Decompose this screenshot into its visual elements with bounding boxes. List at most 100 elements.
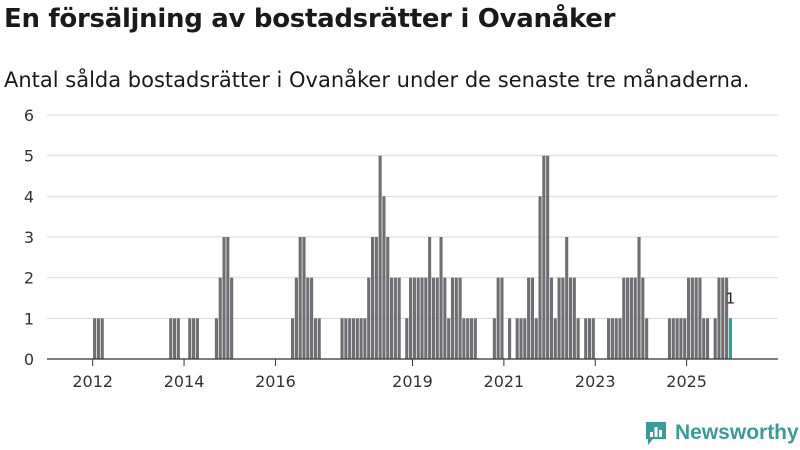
bar: [466, 318, 470, 359]
bar: [534, 318, 538, 359]
bar: [523, 318, 527, 359]
bar: [340, 318, 344, 359]
bar: [519, 318, 523, 359]
bar: [214, 318, 218, 359]
bar: [397, 277, 401, 359]
bar: [291, 318, 295, 359]
bar: [393, 277, 397, 359]
bar: [527, 277, 531, 359]
bar: [351, 318, 356, 359]
bar: [405, 318, 409, 359]
bar: [93, 318, 97, 359]
bar: [302, 237, 306, 359]
bar: [172, 318, 177, 359]
y-tick-label: 3: [24, 228, 34, 247]
bar: [565, 237, 569, 359]
x-tick-label: 2019: [392, 372, 433, 391]
bar: [348, 318, 352, 359]
last-value-label: 1: [726, 289, 736, 307]
bar: [409, 277, 413, 359]
x-tick-label: 2023: [575, 372, 616, 391]
bar: [412, 277, 416, 359]
x-tick-label: 2025: [666, 372, 707, 391]
bar: [694, 277, 698, 359]
bar: [378, 155, 382, 359]
bar: [492, 318, 496, 359]
bar: [610, 318, 614, 359]
bar: [546, 155, 550, 359]
bar: [557, 277, 561, 359]
bar: [454, 277, 458, 359]
bar: [447, 318, 451, 359]
bar: [420, 277, 424, 359]
brand-name: Newsworthy: [675, 421, 799, 444]
bar: [313, 318, 317, 359]
bar: [671, 318, 675, 359]
bar: [169, 318, 173, 359]
bar: [424, 277, 428, 359]
bar: [317, 318, 321, 359]
bar: [667, 318, 672, 359]
bar: [370, 237, 375, 359]
newsworthy-logo: Newsworthy: [644, 420, 799, 446]
bar: [218, 277, 222, 359]
bar: [576, 318, 580, 359]
bar: [538, 196, 542, 359]
bar: [530, 277, 534, 359]
bar: [176, 318, 180, 359]
bar: [222, 237, 226, 359]
bar: [230, 277, 234, 359]
bar: [496, 277, 500, 359]
bar: [637, 237, 641, 359]
bar: [195, 318, 199, 359]
bar: [587, 318, 592, 359]
bar: [382, 196, 386, 359]
bar: [359, 318, 363, 359]
bar: [462, 318, 466, 359]
bar: [226, 237, 230, 359]
bar: [645, 318, 649, 359]
bar: [416, 277, 420, 359]
newsworthy-logo-icon: [646, 422, 666, 445]
bar: [306, 277, 310, 359]
bar: [439, 237, 443, 359]
bar: [706, 318, 710, 359]
bar: [717, 277, 721, 359]
bar: [614, 318, 618, 359]
y-tick-label: 2: [24, 269, 34, 288]
x-tick-label: 2021: [484, 372, 525, 391]
bar: [629, 277, 633, 359]
bar: [542, 155, 546, 359]
bar: [675, 318, 679, 359]
bar: [721, 277, 725, 359]
bar: [298, 237, 302, 359]
bar: [367, 277, 371, 359]
bar: [469, 318, 474, 359]
bar: [515, 318, 519, 359]
chart-subtitle: Antal sålda bostadsrätter i Ovanåker und…: [4, 68, 750, 92]
bar: [713, 318, 717, 359]
bar: [473, 318, 477, 359]
bar: [679, 318, 683, 359]
bar: [450, 277, 455, 359]
bar: [500, 277, 504, 359]
bar: [386, 237, 390, 359]
bar: [686, 277, 691, 359]
bar: [188, 318, 192, 359]
bar: [428, 237, 432, 359]
bar: [584, 318, 588, 359]
bar: [568, 277, 573, 359]
y-tick-label: 6: [24, 106, 34, 125]
bar: [641, 277, 645, 359]
bar: [310, 277, 314, 359]
bar: [683, 318, 687, 359]
bar: [607, 318, 611, 359]
bar: [435, 277, 439, 359]
bar: [591, 318, 595, 359]
bar: [698, 277, 702, 359]
y-tick-label: 0: [24, 350, 34, 369]
bar: [443, 277, 447, 359]
bar: [100, 318, 104, 359]
bar: [458, 277, 462, 359]
